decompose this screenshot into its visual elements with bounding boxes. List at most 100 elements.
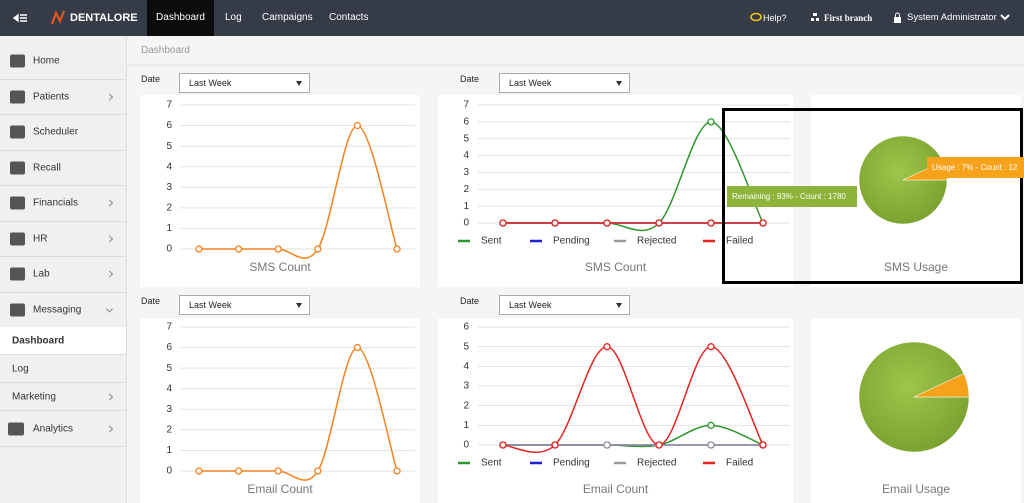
submenu-item[interactable]: Log [0,355,126,383]
data-point [655,441,663,449]
data-point [314,245,322,253]
sidebar-icon [10,232,25,246]
sidebar-icon [10,90,25,104]
tooltip: Remaining : 93% - Count : 1780 [727,186,857,207]
logo [50,0,66,36]
sidebar-item[interactable]: HR [0,222,126,257]
sidebar-icon [10,161,25,175]
user-caret[interactable] [1000,0,1010,36]
sidebar-item[interactable]: Financials [0,186,126,222]
date-select[interactable]: Last Week [179,73,310,93]
chevron [105,270,114,278]
y-tick-label: 4 [463,150,469,161]
data-point [551,219,559,227]
data-point [707,441,715,449]
y-tick-label: 3 [166,404,172,415]
menu-item[interactable]: Contacts [329,12,369,23]
y-tick-label: 7 [166,100,172,111]
data-point [393,245,401,253]
data-point [759,441,767,449]
data-point [707,219,715,227]
sidebar-label: Lab [33,268,50,280]
submenu-item[interactable]: Dashboard [0,327,126,355]
data-point [707,118,715,126]
submenu-label: Marketing [12,391,56,402]
legend-label: Failed [726,236,753,247]
sidebar-label: Messaging [33,304,82,316]
lock-icon [893,0,903,36]
filter-label: Date [141,296,161,306]
chart-card [140,318,420,503]
y-tick-label: 2 [166,202,172,213]
data-point [393,467,401,475]
submenu-label: Dashboard [12,335,65,346]
menu-item[interactable]: Log [225,12,242,23]
menu-item[interactable]: Campaigns [262,12,313,23]
y-tick-label: 0 [166,466,172,477]
breadcrumb: Dashboard [141,45,190,56]
y-tick-label: 7 [166,322,172,333]
legend-label: Pending [553,458,590,469]
navbar: DENTALORE Dashboard Log Campaigns Contac… [0,0,1024,36]
y-tick-label: 7 [463,100,469,111]
data-point [759,219,767,227]
chart-title: SMS Usage [884,260,948,274]
sidebar-item[interactable]: Messaging [0,293,126,328]
y-tick-label: 3 [463,167,469,178]
data-point [274,467,282,475]
y-tick-label: 5 [463,133,469,144]
sidebar-label: Recall [33,162,61,174]
sidebar-item[interactable]: Scheduler [0,115,126,151]
data-point [195,245,203,253]
y-tick-label: 6 [463,116,469,127]
chevron [105,392,114,401]
y-tick-label: 1 [166,223,172,234]
chart-card [140,95,420,287]
data-point [234,467,243,475]
pie-slice [858,341,970,453]
data-point [707,421,715,429]
sidebar-icon [10,125,25,139]
submenu-item[interactable]: Analytics [0,411,126,447]
sidebar-icon [10,54,25,68]
user[interactable]: System Administrator [907,12,997,23]
sidebar: Home Patients Scheduler Recall Financials HR L… [0,36,127,503]
date-select[interactable]: Last Week [499,73,630,93]
help[interactable]: Help? [763,13,787,23]
y-tick-label: 6 [166,342,172,353]
data-point [314,467,322,475]
legend-label: Sent [481,458,502,469]
data-point [707,343,715,351]
branch[interactable]: First branch [824,13,873,23]
legend-label: Failed [726,458,753,469]
data-point [603,219,611,227]
data-point [603,441,611,449]
chevron [105,235,114,243]
chart-card [438,318,793,503]
menu-toggle[interactable] [12,0,28,36]
date-select[interactable]: Last Week [179,295,310,315]
help-icon [750,0,762,36]
sidebar-label: HR [33,233,48,245]
menu-item[interactable]: Dashboard [147,0,214,36]
filter-label: Date [141,74,161,84]
y-tick-label: 2 [463,184,469,195]
sidebar-label: Patients [33,91,70,103]
sidebar-item[interactable]: Lab [0,257,126,293]
submenu-item[interactable]: Marketing [0,383,126,411]
tooltip: Usage : 7% - Count : 12 [927,157,1024,178]
chart-title: SMS Count [585,260,647,274]
sidebar-item[interactable]: Recall [0,151,126,186]
y-tick-label: 6 [166,120,172,131]
y-tick-label: 3 [463,381,469,392]
sidebar-item[interactable]: Home [0,44,126,80]
y-tick-label: 2 [166,424,172,435]
y-tick-label: 1 [463,420,469,431]
chart-title: Email Count [247,482,313,496]
sidebar-item[interactable]: Patients [0,80,126,115]
data-point [353,343,362,352]
y-tick-label: 0 [463,440,469,451]
date-select[interactable]: Last Week [499,295,630,315]
y-tick-label: 5 [166,363,172,374]
